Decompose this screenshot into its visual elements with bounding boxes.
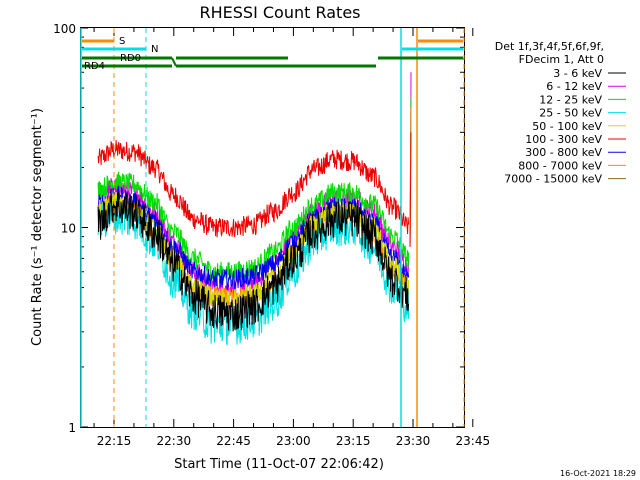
y-axis-label: Count Rate (s⁻¹ detector segment⁻¹) — [30, 108, 45, 346]
legend-label: 800 - 7000 keV — [518, 159, 602, 172]
timestamp: 16-Oct-2021 18:29 — [560, 469, 636, 478]
y-tick-label: 10 — [61, 222, 76, 236]
legend-header: Det 1f,3f,4f,5f,6f,9f, — [495, 40, 604, 53]
y-tick-label: 1 — [68, 421, 76, 435]
x-tick-label: 22:30 — [157, 434, 192, 448]
x-tick-label: 22:15 — [97, 434, 132, 448]
legend: Det 1f,3f,4f,5f,6f,9f,FDecim 1, Att 03 -… — [495, 40, 626, 186]
legend-label: 50 - 100 keV — [532, 120, 602, 133]
legend-label: 7000 - 15000 keV — [504, 173, 602, 186]
rd0-label: RD0 — [120, 53, 141, 64]
rd4-label: RD4 — [84, 61, 105, 72]
x-tick-label: 23:45 — [456, 434, 491, 448]
rd-connector — [171, 57, 177, 67]
y-tick-label: 100 — [53, 22, 76, 36]
s-label: S — [119, 36, 125, 47]
series-line — [97, 188, 410, 332]
flare-spike — [409, 132, 412, 247]
x-tick-label: 22:45 — [216, 434, 251, 448]
legend-label: 25 - 50 keV — [539, 107, 602, 120]
x-tick-label: 23:00 — [276, 434, 311, 448]
legend-label: 3 - 6 keV — [553, 67, 602, 80]
x-axis-label: Start Time (11-Oct-07 22:06:42) — [174, 457, 384, 472]
legend-label: 12 - 25 keV — [539, 93, 602, 106]
x-tick-label: 23:15 — [336, 434, 371, 448]
chart-title: RHESSI Count Rates — [200, 3, 361, 22]
x-ticks: 22:15 22:30 22:45 23:00 23:15 23:30 23:45 — [93, 28, 491, 448]
legend-label: 300 - 800 keV — [525, 146, 602, 159]
x-tick-label: 23:30 — [396, 434, 431, 448]
series-line — [97, 140, 410, 238]
legend-label: 100 - 300 keV — [525, 133, 602, 146]
legend-header: FDecim 1, Att 0 — [519, 53, 604, 66]
series-layer — [97, 72, 412, 346]
annotation-layer: S N RD0 RD4 — [80, 28, 465, 427]
legend-label: 6 - 12 keV — [546, 80, 602, 93]
n-label: N — [151, 44, 158, 55]
